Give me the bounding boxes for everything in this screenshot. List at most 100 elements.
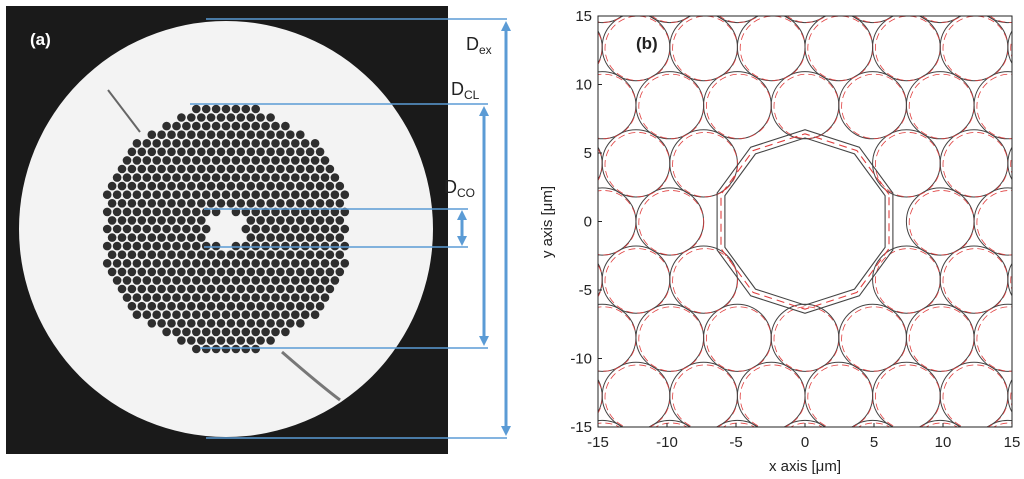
capillary-tube: [157, 233, 166, 242]
capillary-tube: [340, 224, 350, 234]
capillary-tube: [102, 190, 112, 199]
capillary-tube: [137, 164, 147, 174]
capillary-tube: [266, 113, 275, 122]
capillary-tube: [142, 241, 152, 251]
capillary-tube: [192, 327, 201, 337]
capillary-tube: [231, 293, 241, 302]
capillary-tube: [122, 156, 132, 165]
capillary-tube: [182, 207, 191, 217]
capillary-tube: [211, 121, 221, 131]
capillary-tube: [300, 224, 310, 234]
capillary-tube: [271, 139, 280, 148]
capillary-tube: [266, 164, 275, 174]
y-tick-label: 0: [584, 214, 592, 231]
capillary-tube: [251, 276, 260, 285]
capillary-tube: [226, 284, 236, 294]
cell-outline: [501, 72, 569, 139]
capillary-tube: [177, 216, 186, 225]
capillary-tube: [192, 173, 201, 182]
capillary-tube: [246, 164, 256, 174]
crack-line: [281, 350, 341, 402]
capillary-tube: [281, 173, 290, 182]
capillary-tube: [172, 276, 181, 285]
capillary-tube: [296, 267, 305, 277]
capillary-tube: [122, 293, 132, 302]
capillary-tube: [142, 156, 152, 165]
capillary-tube: [221, 139, 231, 148]
capillary-tube: [216, 336, 226, 345]
capillary-tube: [276, 250, 285, 259]
capillary-tube: [117, 267, 127, 277]
cell-outline-measured: [853, 16, 895, 23]
capillary-tube: [172, 121, 181, 131]
fiber-cladding: [19, 21, 433, 437]
capillary-tube: [291, 310, 300, 320]
capillary-tube: [182, 276, 191, 285]
capillary-tube: [271, 293, 280, 302]
capillary-tube: [231, 190, 241, 199]
capillary-tube: [241, 139, 251, 148]
capillary-tube: [310, 190, 320, 199]
capillary-tube: [320, 156, 330, 165]
cell-outline-measured: [504, 191, 569, 255]
capillary-tube: [325, 233, 335, 242]
capillary-tube: [157, 147, 166, 157]
capillary-tube: [137, 181, 147, 191]
capillary-tube: [201, 121, 211, 131]
capillary-tube: [127, 301, 137, 311]
capillary-tube: [197, 336, 206, 345]
core-boundary-inner: [724, 137, 886, 306]
capillary-tube: [187, 181, 196, 191]
capillary-tube: [226, 301, 236, 311]
capillary-tube: [291, 241, 300, 251]
capillary-tube: [206, 181, 216, 191]
capillary-tube: [305, 216, 315, 225]
capillary-tube: [266, 181, 275, 191]
capillary-tube: [147, 319, 157, 328]
cell-outline-measured: [976, 190, 1012, 256]
capillary-tube: [182, 190, 191, 199]
capillary-tube: [157, 216, 166, 225]
capillary-tube: [286, 301, 295, 311]
capillary-tube: [236, 319, 246, 328]
capillary-tube: [261, 224, 270, 234]
capillary-tube: [192, 310, 201, 320]
capillary-tube: [172, 139, 181, 148]
capillary-tube: [330, 190, 340, 199]
capillary-tube: [246, 250, 256, 259]
capillary-tube: [182, 310, 191, 320]
capillary-tube: [281, 121, 290, 131]
capillary-tube: [211, 276, 221, 285]
capillary-tube: [201, 224, 211, 234]
capillary-tube: [142, 190, 152, 199]
capillary-tube: [192, 207, 201, 217]
capillary-tube: [256, 199, 265, 208]
capillary-tube: [177, 147, 186, 157]
capillary-tube: [162, 293, 171, 302]
capillary-tube: [271, 173, 280, 182]
capillary-tube: [231, 344, 241, 354]
capillary-tube: [107, 181, 117, 191]
capillary-tube: [142, 139, 152, 148]
capillary-tube: [330, 259, 340, 268]
capillary-tube: [236, 181, 246, 191]
capillary-tube: [216, 164, 226, 174]
capillary-tube: [197, 130, 206, 139]
capillary-tube: [157, 130, 166, 139]
capillary-tube: [226, 130, 236, 139]
capillary-tube: [276, 319, 285, 328]
panel-a-micrograph: (a): [6, 6, 448, 454]
capillary-tube: [216, 181, 226, 191]
capillary-tube: [246, 113, 256, 122]
capillary-tube: [216, 319, 226, 328]
capillary-tube: [300, 310, 310, 320]
capillary-tube: [226, 147, 236, 157]
capillary-tube: [162, 241, 171, 251]
capillary-tube: [221, 276, 231, 285]
capillary-tube: [177, 250, 186, 259]
capillary-tube: [231, 327, 241, 337]
x-axis: -15 -10 -5 0 5 10 15: [587, 423, 1020, 451]
capillary-tube: [107, 233, 117, 242]
capillary-tube: [137, 250, 147, 259]
capillary-tube: [201, 104, 211, 114]
